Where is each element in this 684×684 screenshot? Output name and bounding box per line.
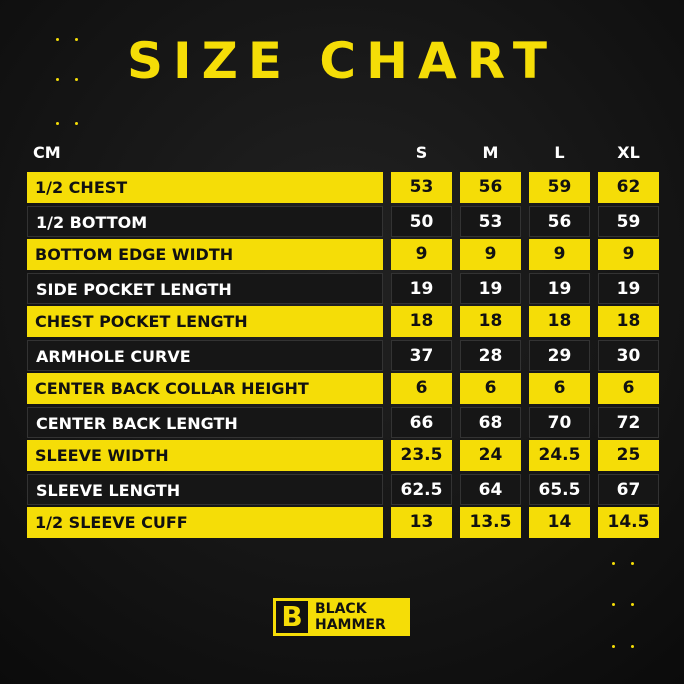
size-value: 13.5	[460, 507, 521, 538]
dot	[56, 38, 59, 41]
size-value: 14.5	[598, 507, 659, 538]
dot	[612, 562, 615, 565]
column-header: XL	[617, 143, 640, 162]
size-value: 18	[529, 306, 590, 337]
column-header: L	[554, 143, 565, 162]
row-label: SLEEVE WIDTH	[27, 440, 383, 471]
dot	[612, 645, 615, 648]
size-value: 29	[529, 339, 590, 371]
size-value: 19	[529, 272, 590, 304]
size-value: 56	[460, 172, 521, 203]
size-value: 23.5	[391, 440, 452, 471]
row-label: 1/2 SLEEVE CUFF	[27, 507, 383, 538]
size-value: 68	[460, 406, 521, 438]
size-value: 25	[598, 440, 659, 471]
size-value: 9	[529, 239, 590, 270]
dot	[56, 78, 59, 81]
size-value: 70	[529, 406, 590, 438]
row-label: ARMHOLE CURVE	[27, 339, 383, 371]
row-label: CHEST POCKET LENGTH	[27, 306, 383, 337]
row-label: BOTTOM EDGE WIDTH	[27, 239, 383, 270]
size-value: 64	[460, 473, 521, 505]
size-value: 62.5	[391, 473, 452, 505]
size-value: 28	[460, 339, 521, 371]
size-value: 6	[391, 373, 452, 404]
dot	[75, 122, 78, 125]
size-value: 24.5	[529, 440, 590, 471]
size-value: 6	[598, 373, 659, 404]
size-value: 59	[598, 205, 659, 237]
size-value: 50	[391, 205, 452, 237]
size-value: 19	[391, 272, 452, 304]
row-label: 1/2 CHEST	[27, 172, 383, 203]
size-value: 72	[598, 406, 659, 438]
row-label: 1/2 BOTTOM	[27, 205, 383, 237]
size-value: 59	[529, 172, 590, 203]
column-header: S	[415, 143, 428, 162]
size-value: 19	[598, 272, 659, 304]
size-value: 18	[460, 306, 521, 337]
size-value: 9	[460, 239, 521, 270]
size-value: 67	[598, 473, 659, 505]
dot	[631, 603, 634, 606]
logo-mark: B	[276, 601, 308, 633]
size-value: 6	[460, 373, 521, 404]
dot	[75, 78, 78, 81]
title: SIZE CHART	[126, 32, 558, 90]
size-value: 53	[460, 205, 521, 237]
logo: B BLACK HAMMER	[273, 598, 410, 636]
size-value: 6	[529, 373, 590, 404]
size-value: 9	[598, 239, 659, 270]
size-value: 24	[460, 440, 521, 471]
row-label: CENTER BACK COLLAR HEIGHT	[27, 373, 383, 404]
column-header: CM	[33, 143, 61, 162]
size-value: 65.5	[529, 473, 590, 505]
row-label: SIDE POCKET LENGTH	[27, 272, 383, 304]
size-value: 13	[391, 507, 452, 538]
size-value: 53	[391, 172, 452, 203]
size-value: 56	[529, 205, 590, 237]
size-value: 9	[391, 239, 452, 270]
size-value: 14	[529, 507, 590, 538]
logo-text: BLACK	[315, 601, 367, 617]
size-value: 37	[391, 339, 452, 371]
dot	[631, 645, 634, 648]
size-value: 19	[460, 272, 521, 304]
size-value: 66	[391, 406, 452, 438]
size-value: 18	[598, 306, 659, 337]
logo-text: HAMMER	[315, 617, 386, 633]
dot	[75, 38, 78, 41]
size-value: 62	[598, 172, 659, 203]
dot	[612, 603, 615, 606]
dot	[56, 122, 59, 125]
row-label: SLEEVE LENGTH	[27, 473, 383, 505]
size-value: 30	[598, 339, 659, 371]
dot	[631, 562, 634, 565]
size-value: 18	[391, 306, 452, 337]
row-label: CENTER BACK LENGTH	[27, 406, 383, 438]
column-header: M	[482, 143, 499, 162]
